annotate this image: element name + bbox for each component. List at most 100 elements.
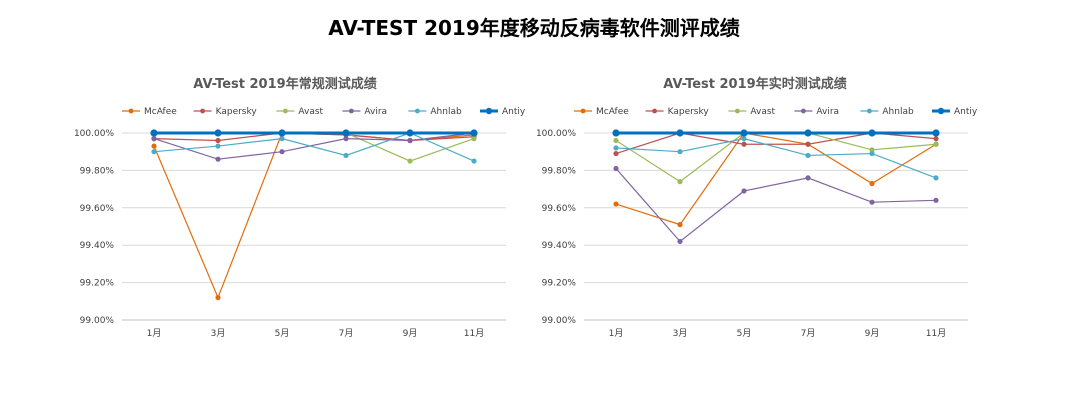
legend-swatch-marker <box>283 108 288 114</box>
data-point <box>151 149 157 155</box>
legend-label: Avast <box>750 107 775 117</box>
legend-label: Avast <box>298 107 323 117</box>
y-tick-label: 99.80% <box>542 166 577 176</box>
y-tick-label: 99.60% <box>80 204 115 214</box>
legend-item: Kapersky <box>193 107 258 117</box>
y-tick-label: 100.00% <box>536 129 576 139</box>
y-tick-label: 99.40% <box>80 241 115 251</box>
data-point <box>613 145 619 151</box>
series-ahnlab <box>151 130 477 164</box>
y-tick-label: 100.00% <box>74 129 114 139</box>
chart-1: AV-Test 2019年常规测试成绩 99.00% 99.20% 99.40% 99.… <box>74 76 526 339</box>
data-point <box>471 158 477 164</box>
data-point <box>677 149 683 155</box>
data-point <box>613 150 619 157</box>
legend-item: McAfee <box>122 107 177 117</box>
legend-item: Avast <box>728 107 776 117</box>
legend-item: McAfee <box>574 107 629 117</box>
data-point <box>869 147 875 153</box>
series-line <box>615 137 937 179</box>
data-point <box>343 152 349 159</box>
legend-item: Avast <box>276 107 324 117</box>
legend-label: Avira <box>364 107 387 117</box>
data-point <box>406 129 414 137</box>
legend-swatch-marker <box>652 108 657 114</box>
data-point <box>214 129 222 137</box>
legend-label: Kapersky <box>216 107 258 117</box>
chart-title: AV-Test 2019年常规测试成绩 <box>193 76 376 92</box>
legend-swatch-marker <box>415 108 420 114</box>
series-avira <box>151 130 477 162</box>
series-line <box>153 132 475 160</box>
data-point <box>869 180 875 187</box>
data-point <box>740 129 748 137</box>
x-tick-label: 1月 <box>609 328 624 339</box>
page-title: AV-TEST 2019年度移动反病毒软件测评成绩 <box>328 16 740 40</box>
data-point <box>278 129 286 137</box>
legend-label: McAfee <box>596 107 629 117</box>
data-point <box>613 165 619 172</box>
legend-label: Ahnlab <box>882 107 914 117</box>
legend-label: Avira <box>816 107 839 117</box>
data-point <box>677 179 683 185</box>
x-tick-label: 3月 <box>673 328 688 339</box>
legend-item: Kapersky <box>645 107 709 117</box>
legend-swatch-marker <box>735 108 740 114</box>
chart-2: AV-Test 2019年实时测试成绩 99.00% 99.20% 99.40% 99.… <box>536 76 978 339</box>
data-point <box>869 150 875 157</box>
data-point <box>613 137 619 144</box>
x-tick-label: 9月 <box>403 328 418 339</box>
legend-item: Ahnlab <box>860 107 914 117</box>
legend-swatch-marker <box>200 108 206 114</box>
data-point <box>805 152 811 159</box>
x-tick-label: 3月 <box>211 328 226 339</box>
series-ahnlab <box>613 136 939 181</box>
x-tick-label: 11月 <box>464 328 484 339</box>
data-point <box>215 137 221 144</box>
data-point <box>279 136 285 142</box>
data-point <box>342 129 350 137</box>
data-point <box>868 129 876 137</box>
data-point <box>279 149 285 155</box>
series-line <box>153 132 475 300</box>
series-antiy <box>150 129 478 137</box>
series-mcafee <box>151 130 477 301</box>
data-point <box>612 129 620 137</box>
series-line <box>615 132 937 226</box>
series-antiy <box>612 129 940 137</box>
y-tick-label: 99.80% <box>80 166 115 176</box>
data-point <box>613 201 619 207</box>
legend-swatch-marker <box>349 108 354 114</box>
legend-label: Ahnlab <box>430 107 462 117</box>
data-point <box>407 137 413 144</box>
data-point <box>741 141 747 147</box>
data-point <box>215 294 221 301</box>
y-tick-label: 99.20% <box>80 279 115 289</box>
data-point <box>932 129 940 137</box>
legend-swatch-marker <box>128 108 134 114</box>
y-tick-label: 99.40% <box>542 241 577 251</box>
data-point <box>676 129 684 137</box>
data-point <box>933 175 939 181</box>
data-point <box>470 129 478 137</box>
data-point <box>215 156 221 162</box>
x-tick-label: 5月 <box>737 328 752 339</box>
legend-item: Avira <box>794 107 839 117</box>
y-tick-label: 99.00% <box>542 316 577 326</box>
data-point <box>407 158 413 164</box>
legend-label: McAfee <box>144 107 177 117</box>
x-tick-label: 11月 <box>926 328 946 339</box>
x-tick-label: 9月 <box>865 328 880 339</box>
data-point <box>151 136 157 142</box>
data-point <box>741 188 747 194</box>
legend-item: Antiy <box>932 107 978 117</box>
series-line <box>615 168 937 243</box>
data-point <box>471 136 477 142</box>
x-tick-label: 7月 <box>339 328 354 339</box>
data-point <box>677 238 683 245</box>
data-point <box>804 129 812 137</box>
series-line <box>153 132 475 162</box>
data-point <box>869 199 875 205</box>
data-point <box>933 141 939 147</box>
